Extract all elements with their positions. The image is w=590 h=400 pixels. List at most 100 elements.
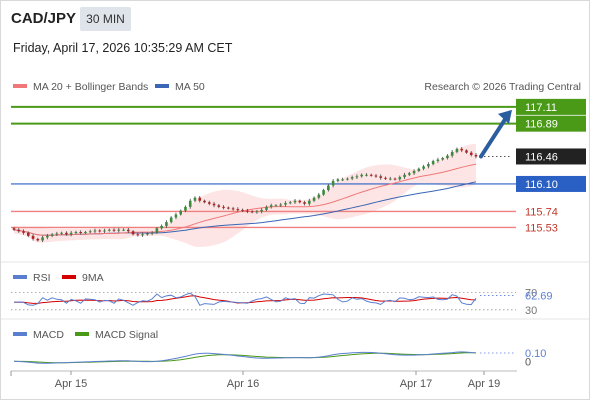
candle-body [307,200,311,204]
forecast-arrow-shaft [479,115,508,159]
candle [431,159,435,166]
candle-body [460,148,464,151]
candle [450,149,454,158]
candle-body [36,238,40,241]
candle-body [403,174,406,178]
candle-body [207,202,211,204]
candle-body [269,205,273,207]
candle-body [436,159,440,162]
candle-body [379,176,383,178]
candle-body [31,235,35,239]
support-1-label: 115.74 [525,206,558,218]
candle [203,199,206,204]
candle-body [55,233,59,235]
candle [436,157,440,163]
candle [293,199,297,204]
candle [17,228,21,233]
candle-body [246,210,249,212]
candle-body [69,232,73,235]
candle [188,198,192,209]
candle-body [250,211,254,213]
candle [417,167,421,173]
candle-body [150,232,154,234]
resistance-1-tag [516,115,586,132]
candlesticks [12,147,478,242]
macd-panel: 0.100 [13,348,546,368]
candle-body [431,161,435,165]
rsi-ma-legend-label: 9MA [82,272,104,284]
candle-body [422,166,425,169]
macd-line [13,351,477,364]
candle-body [98,230,102,232]
candle [460,147,464,153]
candle-body [350,177,354,179]
candle [341,177,344,182]
candle-body [393,178,397,180]
candle [198,195,202,203]
candle-body [46,235,49,238]
candle-body [17,229,21,232]
candle [22,229,25,235]
candle-body [188,200,192,207]
candle [298,199,302,204]
candle [327,183,330,192]
candle-body [26,232,30,236]
resistance-1-label: 116.89 [525,119,558,131]
candle-body [155,228,159,233]
macd-signal-swatch [75,332,89,336]
candle-body [346,178,349,180]
candle-body [446,155,449,158]
candle [288,200,292,205]
candle [246,208,249,214]
candle [422,164,425,171]
candle [112,228,116,233]
candle [222,205,225,210]
candle [141,232,144,237]
candle-body [331,180,335,186]
candle [336,178,340,183]
timeframe-badge[interactable]: 30 MIN [80,7,131,31]
candle [465,149,468,154]
bollinger-fill [14,143,476,247]
candle [193,196,197,203]
candle-body [74,232,78,234]
rsi-panel: 70 30 62.69 [11,287,553,317]
candle-body [317,194,321,198]
candle-body [365,174,368,176]
candle [274,204,278,207]
rsi-swatch [13,275,27,279]
candle-body [303,202,306,204]
candle [126,228,130,233]
main-legend: MA 20 + Bollinger Bands MA 50 Research ©… [13,81,581,93]
candle-body [288,202,292,204]
rsi-legend-label: RSI [33,272,51,284]
x-axis: Apr 15 Apr 16 Apr 17 Apr 19 [10,371,500,390]
candle [165,220,168,228]
x-tick-label: Apr 17 [400,378,432,390]
candle [379,174,383,180]
candle [41,235,44,242]
candle-body [427,164,430,167]
candle [103,228,106,233]
candle-body [212,203,216,206]
candle-body [126,229,130,232]
candle-body [231,208,235,210]
candle-body [222,206,225,208]
candle-body [136,234,140,236]
candle [260,207,263,214]
rsi-ma-swatch [62,275,76,279]
candle-body [274,205,278,207]
ma20-swatch [13,84,27,88]
ma50-legend-label: MA 50 [175,81,205,93]
last-price-tag [516,148,586,165]
candle [474,153,478,159]
candle [146,232,149,236]
candle [346,177,349,181]
candle-body [184,206,187,211]
support-2-label: 115.53 [525,222,558,234]
candle [207,200,211,206]
bollinger-band [14,143,476,247]
candle-body [12,228,16,230]
candle-body [60,232,63,234]
candle-body [293,200,297,203]
